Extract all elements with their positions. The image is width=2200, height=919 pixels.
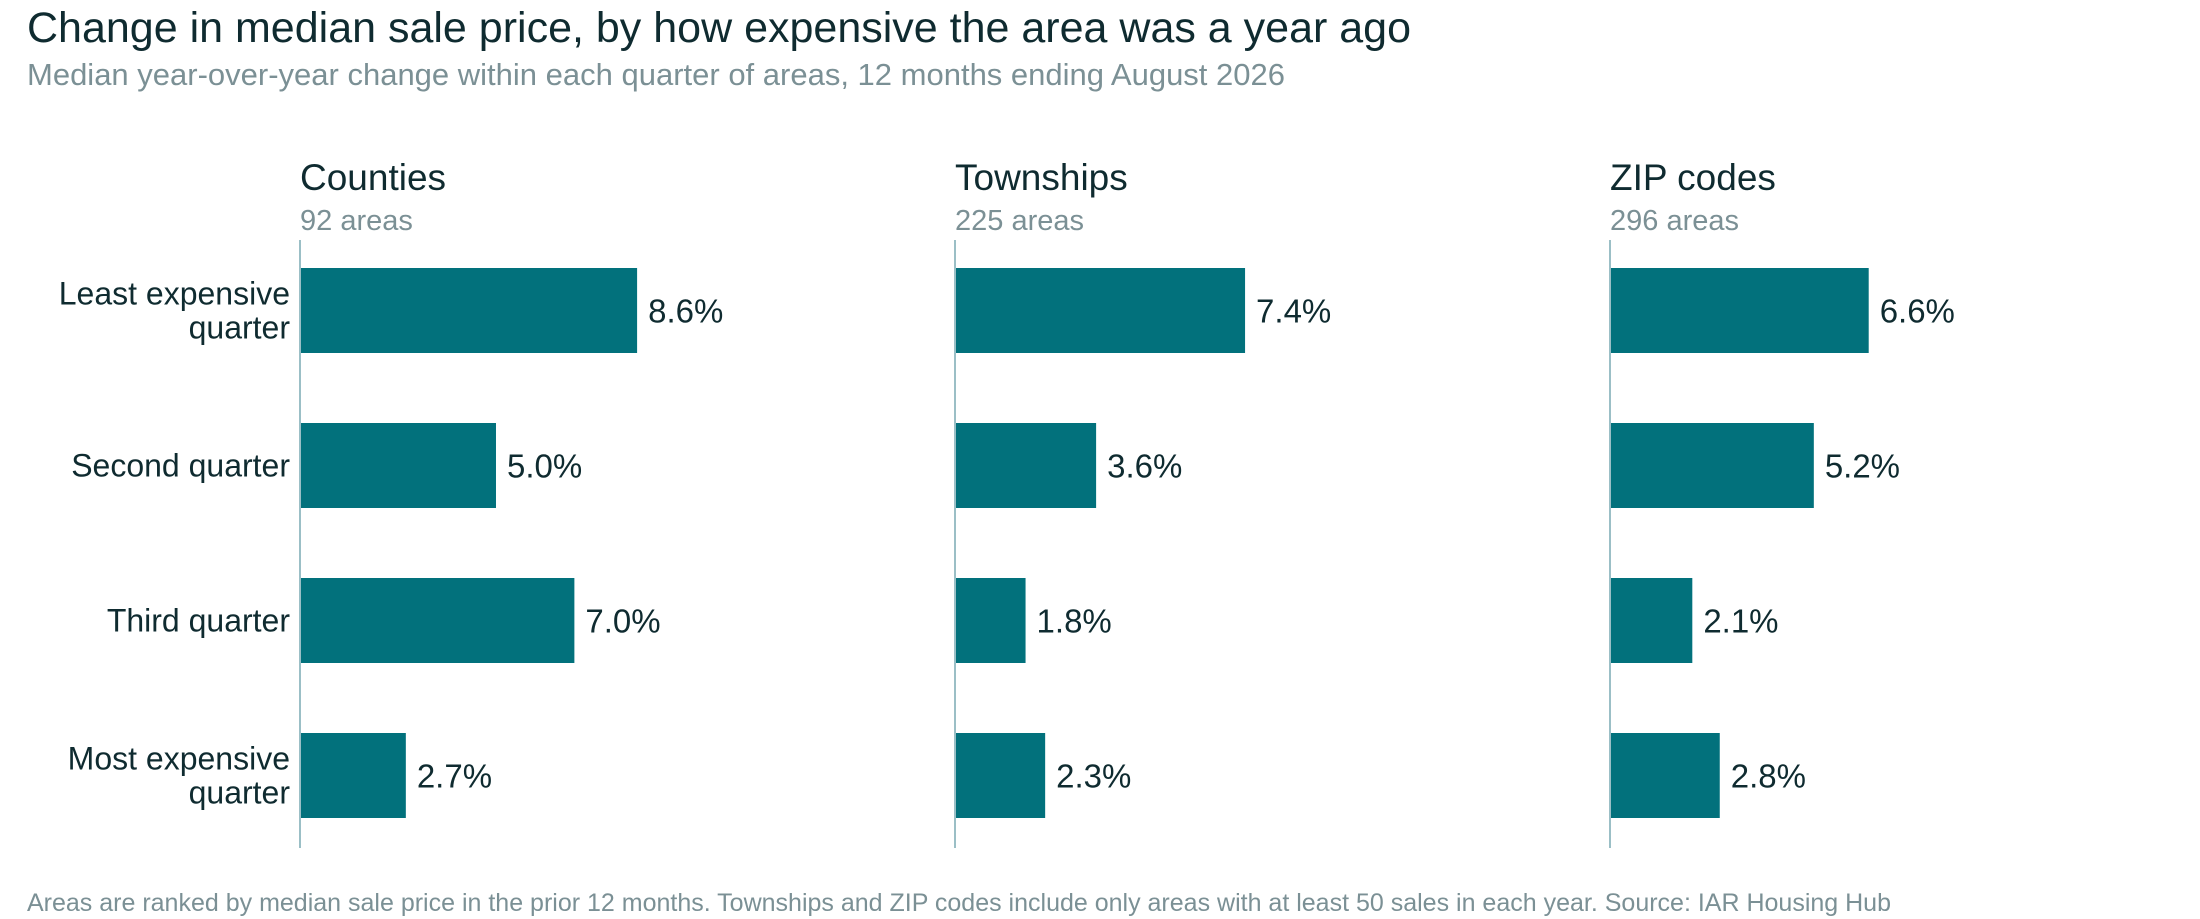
panel-title: ZIP codes	[1610, 157, 1776, 198]
bar	[300, 733, 406, 818]
data-label: 5.2%	[1825, 448, 1900, 485]
chart-title: Change in median sale price, by how expe…	[27, 4, 1411, 52]
panel-title: Counties	[300, 157, 446, 198]
chart-subtitle: Median year-over-year change within each…	[27, 57, 1285, 92]
data-label: 6.6%	[1880, 293, 1955, 330]
data-label: 1.8%	[1037, 603, 1112, 640]
bar	[1610, 268, 1869, 353]
data-label: 7.4%	[1256, 293, 1331, 330]
data-label: 3.6%	[1107, 448, 1182, 485]
data-label: 2.7%	[417, 758, 492, 795]
bar	[955, 268, 1246, 353]
category-label: Second quarter	[71, 448, 290, 484]
bar-chart: Least expensive quarter Second quarter Thir…	[59, 157, 1955, 848]
panel-subtitle: 92 areas	[300, 205, 413, 237]
data-label: 5.0%	[507, 448, 582, 485]
category-label: Most expensive quarter	[68, 741, 291, 811]
bar	[1610, 733, 1720, 818]
bar	[955, 733, 1046, 818]
data-label: 2.3%	[1056, 758, 1131, 795]
category-label: Least expensive quarter	[59, 276, 291, 346]
bar	[300, 423, 496, 508]
data-label: 2.1%	[1703, 603, 1778, 640]
data-label: 7.0%	[585, 603, 660, 640]
bar	[300, 578, 575, 663]
bar	[1610, 423, 1814, 508]
data-label: 2.8%	[1731, 758, 1806, 795]
bar	[955, 578, 1026, 663]
panel-title: Townships	[955, 157, 1128, 198]
bar	[955, 423, 1097, 508]
data-label: 8.6%	[648, 293, 723, 330]
bar	[300, 268, 638, 353]
panel-subtitle: 225 areas	[955, 205, 1084, 237]
panel-subtitle: 296 areas	[1610, 205, 1739, 237]
bar	[1610, 578, 1693, 663]
category-label: Third quarter	[107, 603, 291, 639]
chart-footnote: Areas are ranked by median sale price in…	[27, 889, 1891, 917]
